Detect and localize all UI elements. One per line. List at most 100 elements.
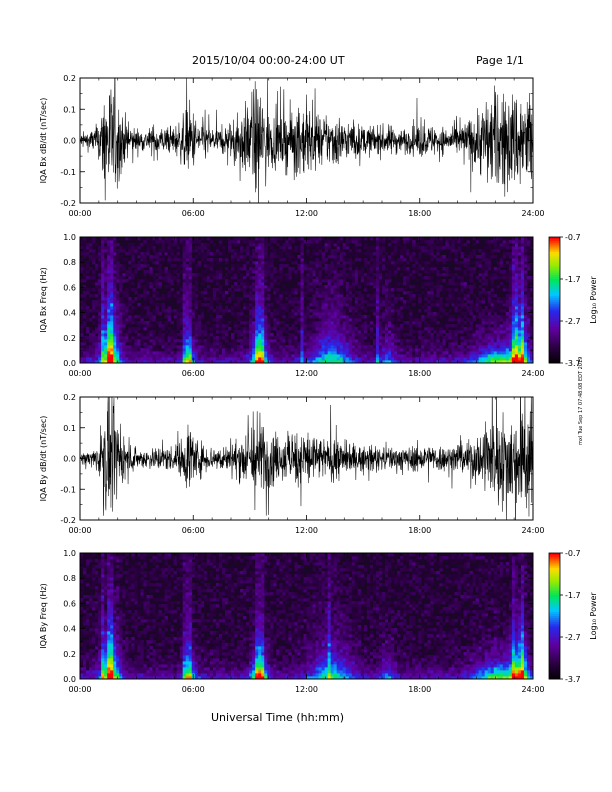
spectrogram-cell	[508, 264, 513, 268]
spectrogram-cell	[306, 342, 310, 346]
spectrogram-cell	[116, 291, 120, 295]
spectrogram-cell	[391, 267, 395, 271]
spectrogram-cell	[421, 339, 425, 343]
spectrogram-cell	[312, 255, 316, 259]
spectrogram-cell	[360, 321, 365, 325]
spectrogram-cell	[394, 282, 398, 286]
spectrogram-cell	[300, 342, 304, 346]
spectrogram-cell	[285, 351, 289, 355]
spectrogram-cell	[445, 351, 449, 355]
spectrogram-cell	[511, 243, 516, 247]
spectrogram-cell	[421, 336, 425, 340]
spectrogram-cell	[469, 339, 473, 343]
spectrogram-cell	[294, 297, 298, 301]
spectrogram-cell	[315, 237, 319, 241]
spectrogram-cell	[424, 291, 428, 295]
spectrogram-cell	[439, 303, 443, 307]
spectrogram-cell	[221, 258, 226, 262]
spectrogram-cell	[333, 240, 338, 244]
spectrogram-cell	[185, 273, 190, 277]
spectrogram-cell	[345, 312, 350, 316]
spectrogram-cell	[448, 270, 452, 274]
spectrogram-cell	[128, 252, 132, 256]
spectrogram-cell	[460, 339, 464, 343]
spectrogram-cell	[397, 261, 401, 265]
spectrogram-cell	[327, 282, 332, 286]
spectrogram-cell	[348, 288, 353, 292]
spectrogram-cell	[134, 288, 138, 292]
spectrogram-cell	[224, 330, 229, 334]
spectrogram-cell	[92, 246, 96, 250]
spectrogram-cell	[508, 300, 513, 304]
spectrogram-cell	[231, 243, 235, 247]
spectrogram-cell	[318, 318, 322, 322]
spectrogram-cell	[104, 354, 108, 358]
spectrogram-cell	[303, 306, 307, 310]
spectrogram-cell	[234, 282, 238, 286]
spectrogram-cell	[294, 354, 298, 358]
spectrogram-cell	[152, 267, 156, 271]
spectrogram-cell	[188, 336, 193, 340]
spectrogram-cell	[191, 273, 196, 277]
spectrogram-cell	[98, 327, 102, 331]
spectrogram-cell	[140, 315, 144, 319]
spectrogram-cell	[394, 300, 398, 304]
spectrogram-cell	[511, 342, 516, 346]
spectrogram-cell	[246, 303, 250, 307]
spectrogram-cell	[517, 324, 522, 328]
spectrogram-cell	[194, 333, 199, 337]
spectrogram-cell	[312, 336, 316, 340]
spectrogram-cell	[267, 315, 271, 319]
spectrogram-cell	[339, 324, 344, 328]
spectrogram-cell	[167, 249, 171, 253]
spectrogram-cell	[339, 315, 344, 319]
spectrogram-cell	[454, 303, 458, 307]
spectrogram-cell	[351, 345, 356, 349]
spectrogram-cell	[514, 303, 519, 307]
spectrogram-cell	[357, 360, 362, 364]
spectrogram-cell	[185, 252, 190, 256]
spectrogram-cell	[200, 312, 205, 316]
spectrogram-cell	[300, 348, 304, 352]
spectrogram-cell	[375, 285, 380, 289]
spectrogram-cell	[366, 333, 371, 337]
spectrogram-cell	[119, 360, 123, 364]
spectrogram-cell	[366, 288, 371, 292]
spectrogram-cell	[95, 318, 99, 322]
spectrogram-cell	[336, 282, 341, 286]
spectrogram-cell	[412, 318, 416, 322]
spectrogram-cell	[110, 258, 114, 262]
spectrogram-cell	[294, 342, 298, 346]
spectrogram-cell	[388, 351, 392, 355]
spectrogram-cell	[270, 321, 274, 325]
spectrogram-cell	[255, 252, 259, 256]
spectrogram-cell	[336, 312, 341, 316]
spectrogram-cell	[173, 270, 178, 274]
spectrogram-cell	[149, 327, 153, 331]
spectrogram-cell	[466, 351, 470, 355]
spectrogram-cell	[218, 288, 223, 292]
spectrogram-cell	[83, 354, 87, 358]
spectrogram-cell	[487, 279, 492, 283]
spectrogram-cell	[261, 255, 265, 259]
spectrogram-cell	[146, 252, 150, 256]
spectrogram-cell	[348, 294, 353, 298]
spectrogram-cell	[227, 243, 232, 247]
spectrogram-cell	[412, 264, 416, 268]
spectrogram-cell	[460, 351, 464, 355]
spectrogram-cell	[227, 309, 232, 313]
spectrogram-cell	[95, 285, 99, 289]
spectrogram-cell	[170, 237, 175, 241]
spectrogram-cell	[116, 273, 120, 277]
spectrogram-cell	[442, 336, 446, 340]
spectrogram-cell	[415, 258, 419, 262]
spectrogram-cell	[505, 246, 510, 250]
spectrogram-cell	[113, 348, 117, 352]
spectrogram-cell	[351, 285, 356, 289]
spectrogram-cell	[279, 237, 283, 241]
spectrogram-cell	[366, 255, 371, 259]
spectrogram-cell	[197, 243, 202, 247]
spectrogram-cell	[327, 267, 332, 271]
spectrogram-cell	[140, 339, 144, 343]
spectrogram-cell	[514, 282, 519, 286]
